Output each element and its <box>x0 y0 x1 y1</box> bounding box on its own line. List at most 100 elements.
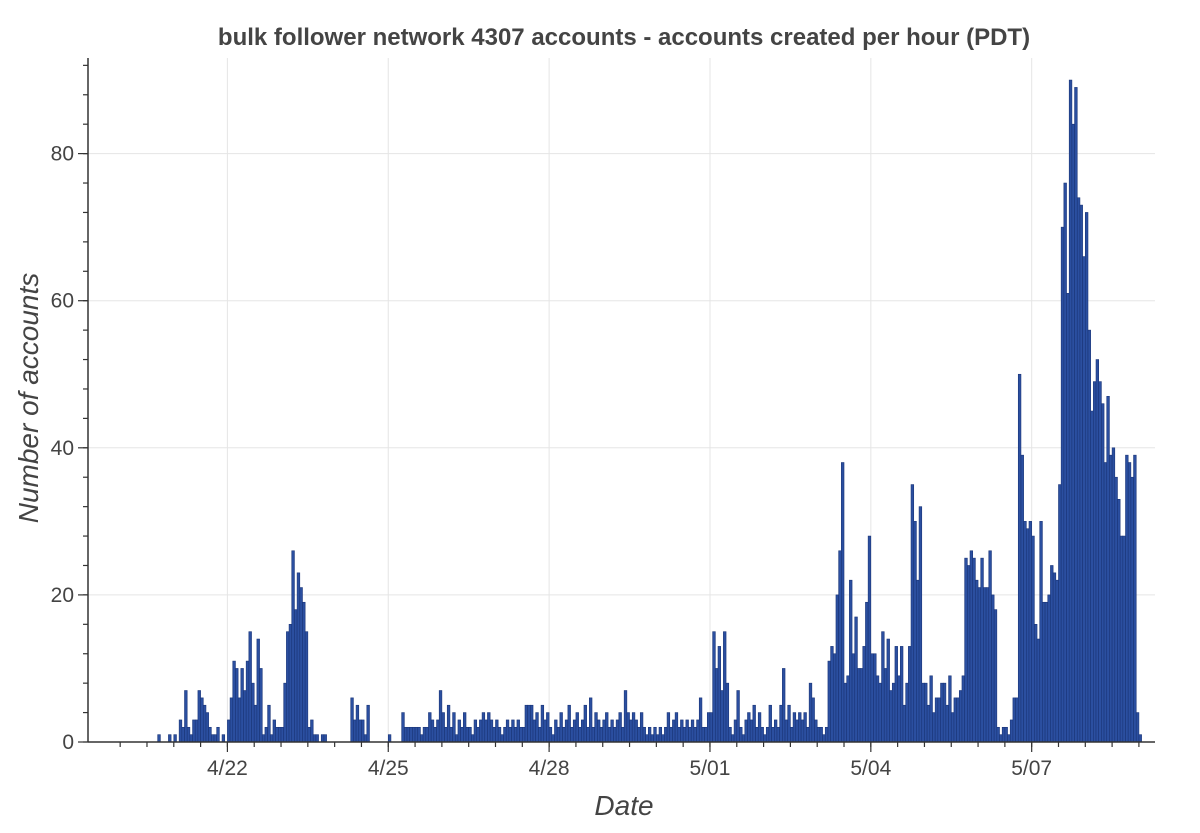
bar <box>1017 373 1022 743</box>
bar <box>771 726 775 743</box>
bar <box>594 712 598 743</box>
bar <box>881 631 885 743</box>
bar <box>752 704 756 743</box>
bar <box>522 726 526 743</box>
bar <box>910 484 915 743</box>
bar <box>216 726 220 743</box>
bar <box>961 675 965 743</box>
bar <box>589 697 593 743</box>
bar <box>454 734 459 743</box>
bar <box>1098 381 1102 743</box>
bar <box>586 726 590 743</box>
bar <box>1058 484 1062 743</box>
bar <box>835 594 839 743</box>
bar <box>1031 535 1035 743</box>
bar <box>420 734 424 743</box>
bar <box>790 726 794 743</box>
bar <box>1117 498 1121 743</box>
bar <box>731 734 735 743</box>
bar <box>859 668 864 743</box>
bar <box>983 587 987 743</box>
bar <box>495 719 499 743</box>
bar <box>1044 601 1049 743</box>
bar <box>256 638 260 743</box>
bar <box>508 726 512 743</box>
bar <box>988 550 992 743</box>
bar <box>484 719 488 743</box>
bar <box>511 719 515 743</box>
bar <box>283 682 287 743</box>
bar <box>696 719 700 743</box>
bar <box>1066 293 1070 743</box>
bar <box>578 726 582 743</box>
bar <box>932 712 936 743</box>
bar <box>846 675 850 743</box>
y-tick-label: 60 <box>51 290 74 313</box>
bar <box>755 726 759 743</box>
bar-series <box>157 79 1142 743</box>
bar <box>1023 521 1027 743</box>
bar <box>251 682 255 743</box>
bar <box>1109 454 1113 743</box>
bar <box>841 462 845 743</box>
bar <box>564 719 569 743</box>
bar <box>763 734 767 743</box>
bar <box>607 726 612 743</box>
bar <box>460 726 464 743</box>
bar <box>739 726 743 743</box>
bar <box>211 734 215 743</box>
bar <box>1036 638 1041 743</box>
bar <box>717 646 721 743</box>
bar <box>672 719 676 743</box>
bar <box>1050 565 1054 743</box>
bar <box>816 726 821 743</box>
y-tick-label: 80 <box>51 143 74 166</box>
bar <box>157 734 161 743</box>
bar <box>808 682 813 743</box>
bar <box>1026 528 1030 743</box>
bar <box>715 668 719 743</box>
bar <box>749 719 754 743</box>
bar <box>800 719 805 743</box>
bar <box>964 557 968 743</box>
x-axis-label: Date <box>594 790 653 821</box>
y-tick-label: 0 <box>62 731 74 754</box>
bar <box>446 704 451 743</box>
bar <box>264 726 268 743</box>
bar <box>409 726 413 743</box>
bar <box>916 579 920 743</box>
bar <box>422 726 427 743</box>
bar <box>690 719 695 743</box>
bar <box>908 646 912 743</box>
bar <box>629 719 633 743</box>
x-tick-label: 4/22 <box>207 757 248 780</box>
bar <box>304 631 309 743</box>
bar <box>572 719 577 743</box>
bar <box>479 719 483 743</box>
bar <box>363 734 368 743</box>
bar <box>1119 535 1124 743</box>
bar <box>200 697 204 743</box>
y-tick-label: 40 <box>51 437 74 460</box>
bar <box>1093 381 1097 743</box>
bar <box>1042 601 1046 743</box>
bar <box>733 719 738 743</box>
bar <box>889 690 893 743</box>
bar <box>288 624 293 743</box>
bar <box>792 712 797 743</box>
bar <box>307 726 311 743</box>
bar <box>878 682 882 743</box>
bar <box>1047 594 1051 743</box>
bar <box>1101 403 1105 743</box>
bar <box>267 704 271 743</box>
bar <box>865 601 869 743</box>
bar <box>471 734 475 743</box>
bar <box>227 719 231 743</box>
bar <box>698 697 703 743</box>
bar <box>441 712 445 743</box>
bar <box>900 646 904 743</box>
bar <box>562 726 566 743</box>
bar <box>519 726 523 743</box>
bar <box>1004 726 1008 743</box>
